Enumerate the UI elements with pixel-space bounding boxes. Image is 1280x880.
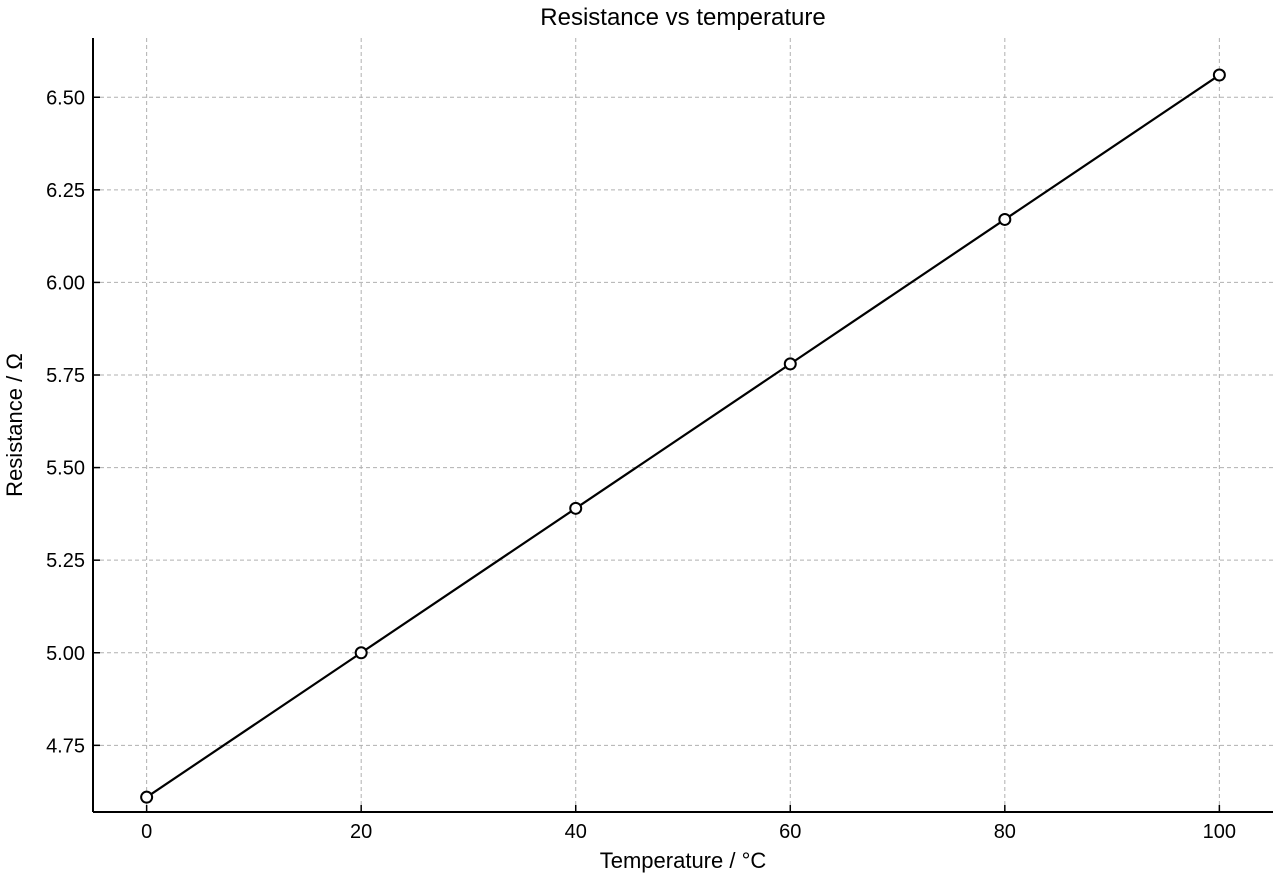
x-tick-label: 0 <box>141 821 152 843</box>
y-tick-label: 4.75 <box>46 735 85 757</box>
y-tick-label: 5.75 <box>46 365 85 387</box>
axes <box>92 38 1273 813</box>
y-axis-label: Resistance / Ω <box>2 353 27 497</box>
x-axis-ticks: 0 20 40 60 80 100 <box>141 805 1236 843</box>
series-layer <box>146 74 1220 799</box>
y-tick-label: 6.00 <box>46 272 85 294</box>
y-tick-label: 5.00 <box>46 643 85 665</box>
data-point <box>783 357 797 371</box>
x-tick-label: 20 <box>350 821 372 843</box>
marker-layer <box>140 68 1226 804</box>
y-tick-label: 5.25 <box>46 550 85 572</box>
x-tick-label: 40 <box>565 821 587 843</box>
y-tick-label: 6.50 <box>46 87 85 109</box>
y-tick-label: 5.50 <box>46 458 85 480</box>
data-point <box>1212 68 1226 82</box>
x-tick-label: 60 <box>779 821 801 843</box>
series-line <box>146 74 1220 799</box>
chart-title: Resistance vs temperature <box>540 4 825 31</box>
data-point <box>998 212 1012 226</box>
x-axis-label: Temperature / °C <box>600 848 767 873</box>
grid <box>93 38 1273 812</box>
y-axis-ticks: 4.75 5.00 5.25 5.50 5.75 6.00 6.25 6.50 <box>46 87 100 757</box>
x-tick-label: 100 <box>1203 821 1236 843</box>
x-tick-label: 80 <box>994 821 1016 843</box>
data-point <box>569 501 583 515</box>
y-tick-label: 6.25 <box>46 180 85 202</box>
data-point <box>140 790 154 804</box>
data-point <box>354 646 368 660</box>
